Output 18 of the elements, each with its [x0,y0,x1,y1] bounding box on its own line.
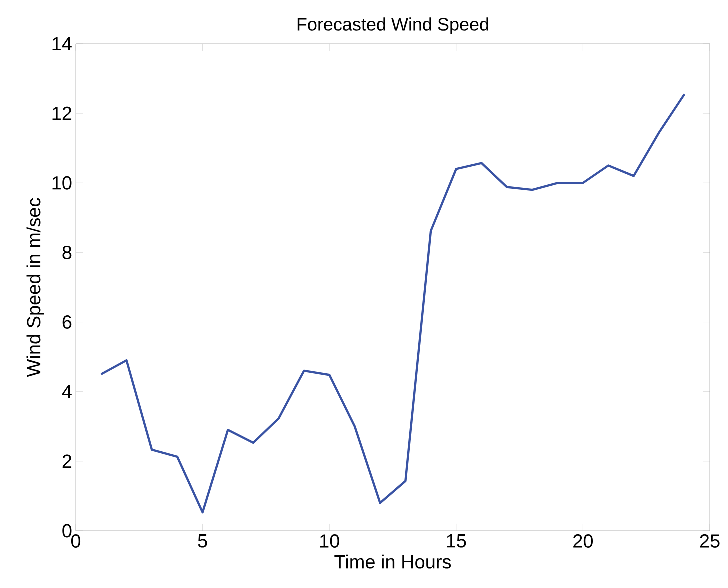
y-tick-label: 10 [52,176,72,190]
y-tick-label: 12 [52,106,72,120]
y-tick-label: 2 [62,454,72,468]
x-tick-label: 20 [574,534,594,548]
y-tick-label: 6 [62,316,72,330]
y-tick-label: 0 [62,524,72,538]
x-tick-label: 5 [198,534,208,548]
line-series [100,93,686,514]
y-tick-label: 4 [62,385,72,398]
x-tick-label: 25 [700,534,720,548]
y-tick-label: 8 [62,246,72,260]
x-tick-label: 15 [447,534,466,548]
x-tick-label: 0 [71,534,81,548]
chart-title: Forecasted Wind Speed [298,18,488,34]
y-axis-title: Wind Speed in m/sec [26,198,44,378]
y-tick-label: 14 [52,37,72,51]
x-axis-title: Time in Hours [334,554,452,569]
x-tick-label: 10 [320,534,340,548]
